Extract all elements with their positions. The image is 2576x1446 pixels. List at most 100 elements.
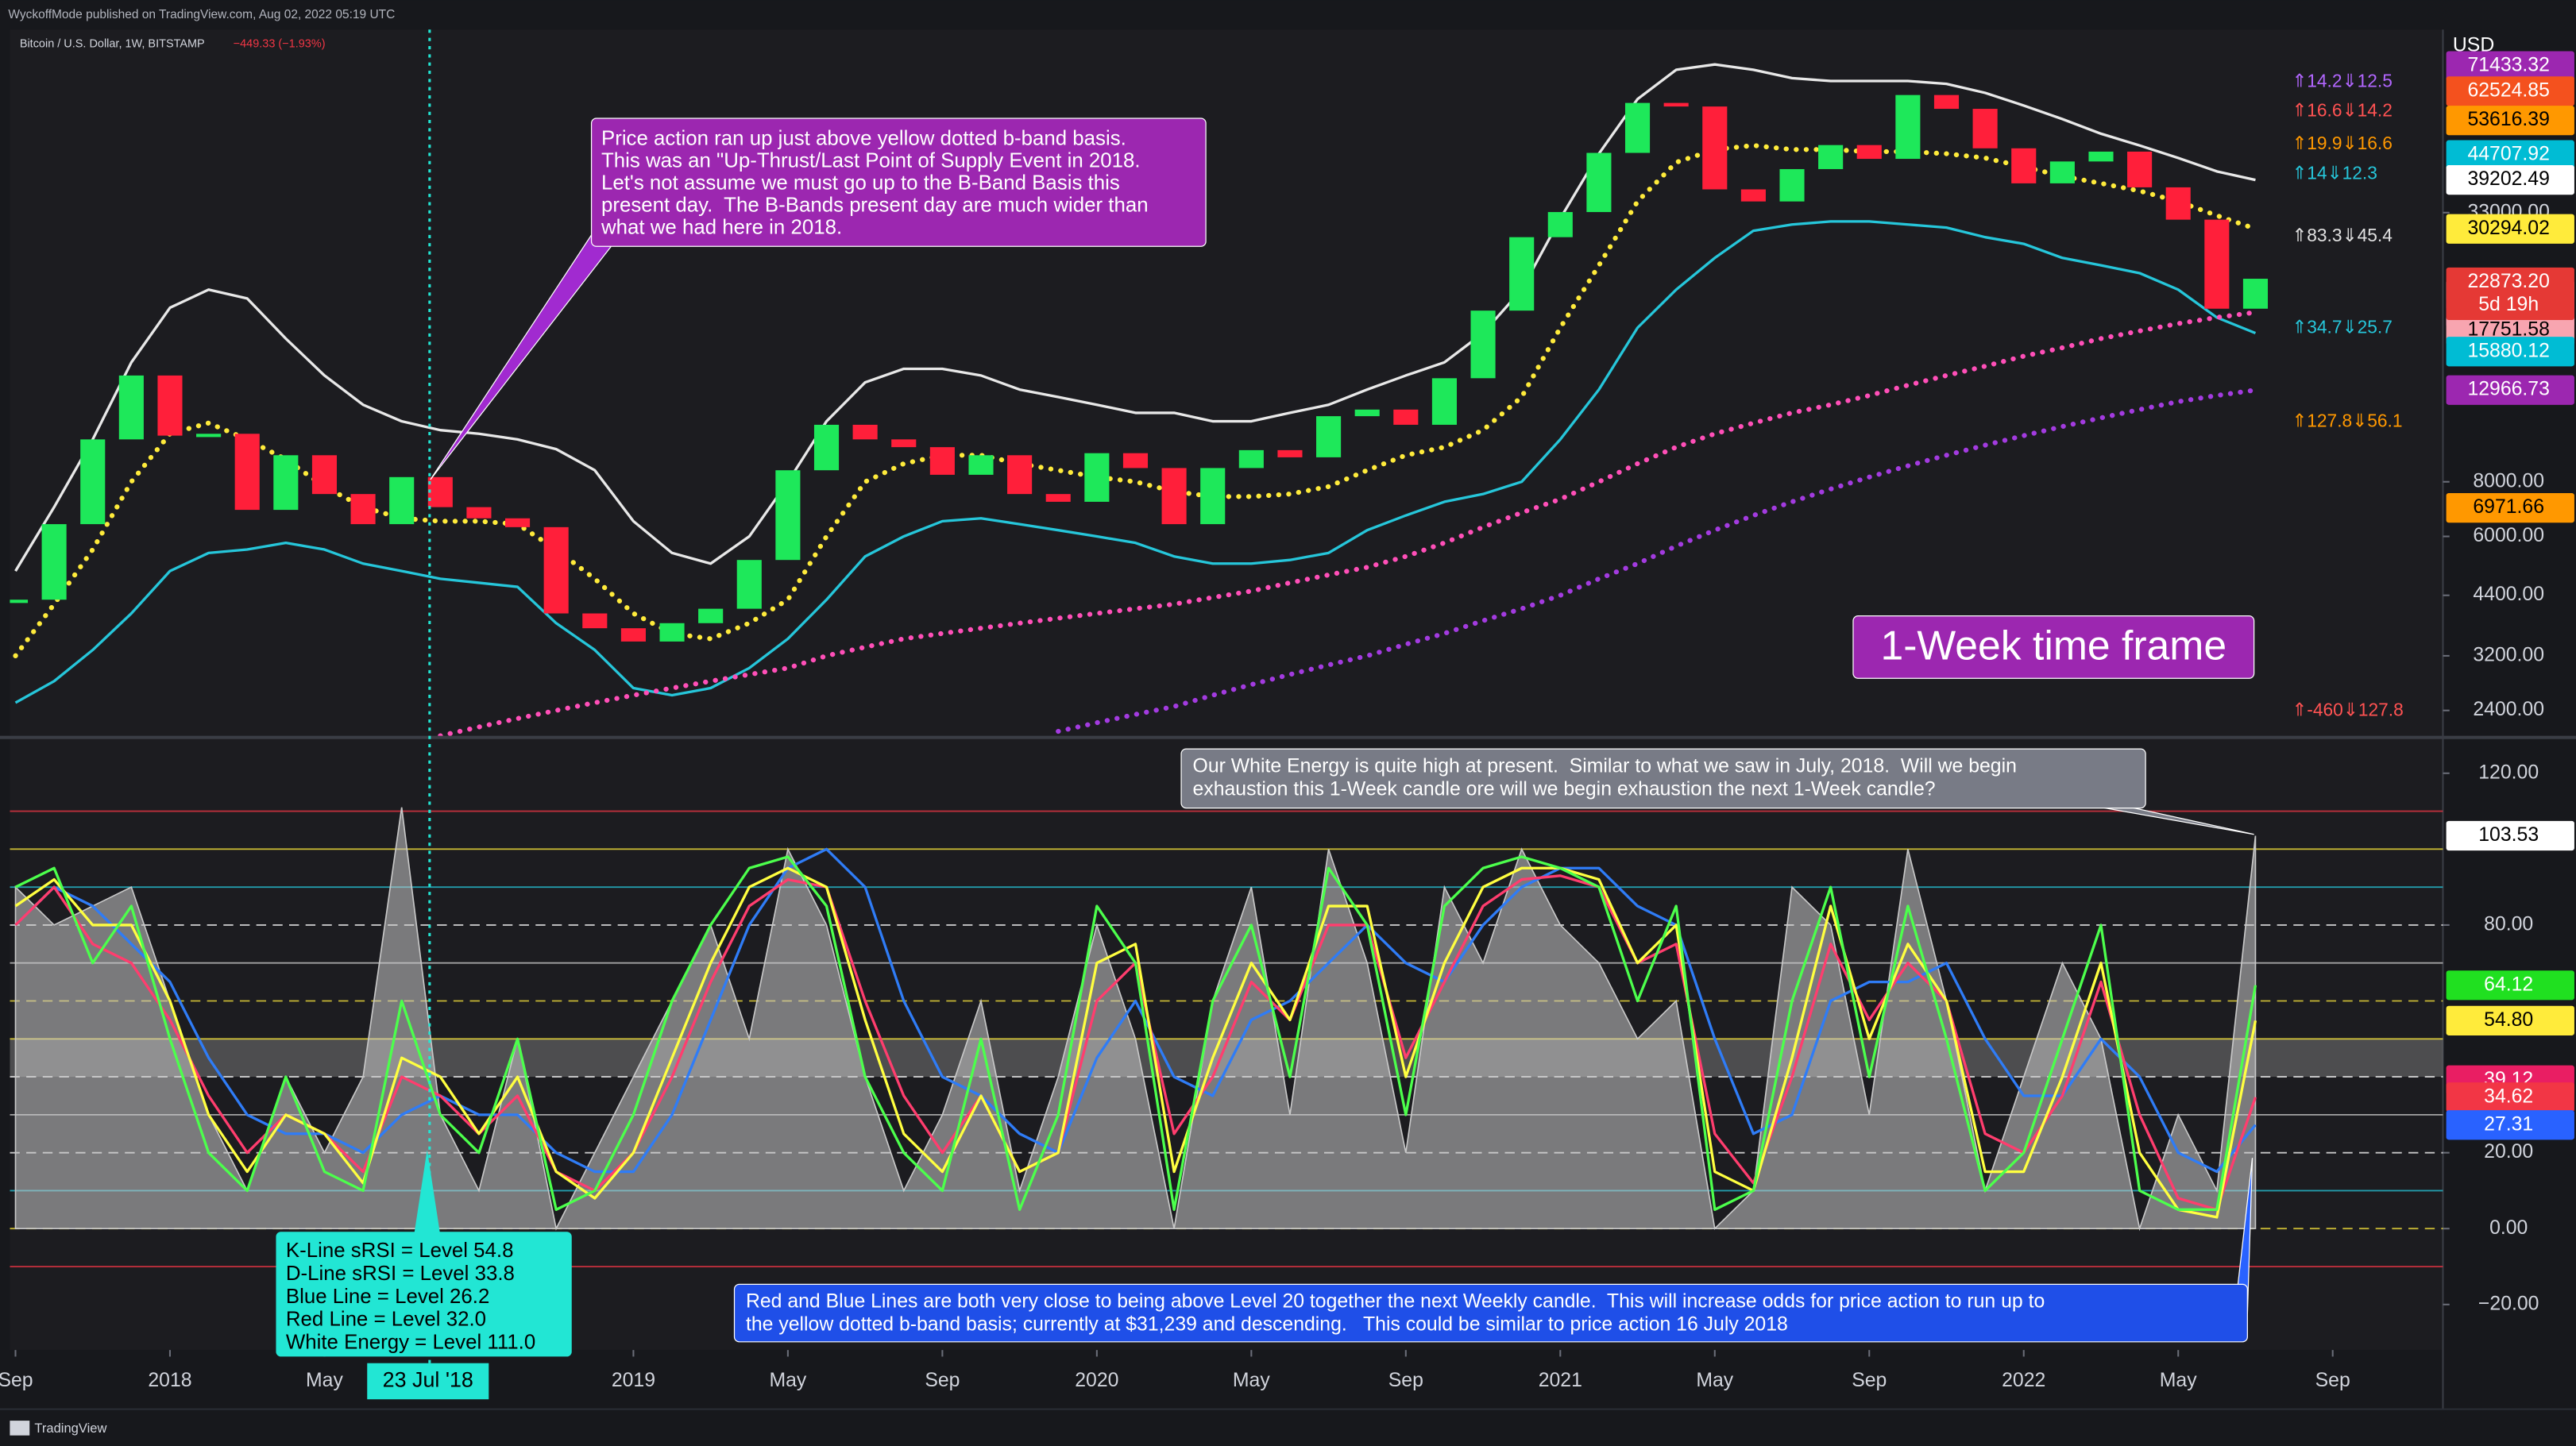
- callout-box: [590, 118, 1207, 247]
- price-label-text: 27.31: [2484, 1113, 2533, 1135]
- band-note: ⇑-460⇓127.8: [2292, 700, 2404, 720]
- price-label-text: 44707.92: [2467, 144, 2549, 165]
- price-label: [2446, 140, 2574, 170]
- oscillator-plot: [10, 807, 2443, 1267]
- x-tick-label: May: [2160, 1370, 2197, 1391]
- candle: [41, 524, 67, 600]
- x-tick-label: 2021: [1539, 1370, 1582, 1391]
- logo-text: TradingView: [34, 1421, 106, 1436]
- candle: [505, 518, 531, 527]
- price-label: [2446, 106, 2574, 136]
- price-label: [2446, 1082, 2574, 1112]
- y-tick-label: 8000.00: [2473, 470, 2544, 492]
- price-label-text: 22873.20: [2467, 271, 2549, 292]
- change: −449.33 (−1.93%): [234, 38, 326, 51]
- candle: [852, 424, 878, 440]
- price-label: [2446, 820, 2574, 851]
- logo-mark: [10, 1421, 30, 1436]
- candle: [1624, 102, 1651, 153]
- candle: [2127, 151, 2153, 187]
- x-tick-label: 2019: [612, 1370, 655, 1391]
- footer-logo: TradingView: [10, 1421, 106, 1436]
- price-label-text: 62524.85: [2467, 79, 2549, 101]
- candle: [968, 455, 994, 475]
- candle: [736, 560, 762, 609]
- x-tick-label: Sep: [1388, 1370, 1423, 1391]
- overlay: 2400.003200.004400.006000.008000.0033000…: [0, 29, 2574, 1400]
- band-note: ⇑19.9⇓16.6: [2292, 133, 2393, 153]
- price-label: [2446, 214, 2574, 244]
- candle: [620, 628, 646, 642]
- callout-pointer: [414, 1149, 441, 1236]
- candle: [1740, 189, 1766, 202]
- band-note: ⇑14⇓12.3: [2292, 162, 2377, 183]
- candle: [273, 455, 299, 511]
- x-tick-label: 2022: [2002, 1370, 2045, 1391]
- candle: [1277, 449, 1303, 457]
- candle: [1161, 468, 1187, 525]
- dotted-line: [438, 310, 2258, 736]
- annotation-timeframe: 1-Week time frame: [1852, 615, 2255, 679]
- annotation-gray: Our White Energy is quite high at presen…: [1180, 748, 2254, 835]
- candle: [891, 439, 917, 448]
- band-note: ⇑34.7⇓25.7: [2292, 317, 2393, 337]
- band-note: ⇑14.2⇓12.5: [2292, 70, 2393, 91]
- candle: [389, 476, 415, 525]
- candle: [196, 434, 222, 438]
- candle: [234, 434, 260, 511]
- callout-box: [733, 1283, 2248, 1343]
- price-label: [2446, 337, 2574, 367]
- series-line: [14, 847, 2257, 1174]
- y-tick-label: 120.00: [2478, 762, 2539, 783]
- callout-line: White Energy = Level 111.0: [286, 1332, 535, 1354]
- crosshair-label: 23 Jul '18: [383, 1368, 473, 1392]
- price-label: [2446, 76, 2574, 106]
- x-tick-label: 2018: [148, 1370, 191, 1391]
- candle: [1431, 378, 1457, 425]
- y-tick-label: −20.00: [2478, 1293, 2539, 1314]
- y-tick-label: 3200.00: [2473, 644, 2544, 665]
- candle: [1200, 468, 1226, 525]
- candle: [350, 494, 376, 525]
- band-note: ⇑16.6⇓14.2: [2292, 100, 2393, 121]
- x-tick-label: 2020: [1075, 1370, 1118, 1391]
- price-label: [2446, 267, 2574, 321]
- candle: [2011, 148, 2037, 183]
- series-line: [14, 220, 2257, 704]
- candle: [1702, 106, 1728, 190]
- price-label: [2446, 1110, 2574, 1140]
- callout-line: exhaustion this 1-Week candle ore will w…: [1193, 778, 1936, 800]
- candle: [118, 375, 144, 440]
- energy-area: [14, 807, 2257, 1232]
- x-tick-label: May: [306, 1370, 343, 1391]
- candle: [543, 526, 569, 614]
- x-tick-label: Sep: [2315, 1370, 2350, 1391]
- callout-line: what we had here in 2018.: [601, 216, 842, 238]
- callout-box: [276, 1232, 572, 1357]
- series-line: [14, 63, 2256, 572]
- callout-line: present day. The B-Bands present day are…: [601, 194, 1149, 216]
- candle: [1933, 94, 1960, 110]
- callout-line: Let's not assume we must go up to the B-…: [601, 172, 1120, 195]
- candle: [1895, 94, 1921, 160]
- price-label: [2446, 51, 2574, 81]
- publisher: WyckoffMode published on TradingView.com…: [8, 8, 395, 21]
- price-label: [2446, 164, 2574, 195]
- price-label-text: 6971.66: [2473, 496, 2544, 518]
- candle: [1663, 102, 1689, 107]
- price-label-text: 39202.49: [2467, 168, 2549, 190]
- countdown: 5d 19h: [2478, 294, 2539, 315]
- x-tick-label: May: [1696, 1370, 1733, 1391]
- candle: [929, 447, 955, 475]
- candle: [813, 424, 840, 471]
- price-label: [2446, 970, 2574, 1001]
- x-tick-label: Sep: [0, 1370, 33, 1391]
- y-tick-label: 0.00: [2489, 1217, 2528, 1239]
- dotted-line: [1056, 388, 2258, 735]
- candle: [1818, 145, 1844, 169]
- candle: [1470, 310, 1496, 379]
- price-label-text: 103.53: [2478, 824, 2539, 846]
- price-label-text: 54.80: [2484, 1009, 2533, 1031]
- candle: [1972, 109, 1998, 148]
